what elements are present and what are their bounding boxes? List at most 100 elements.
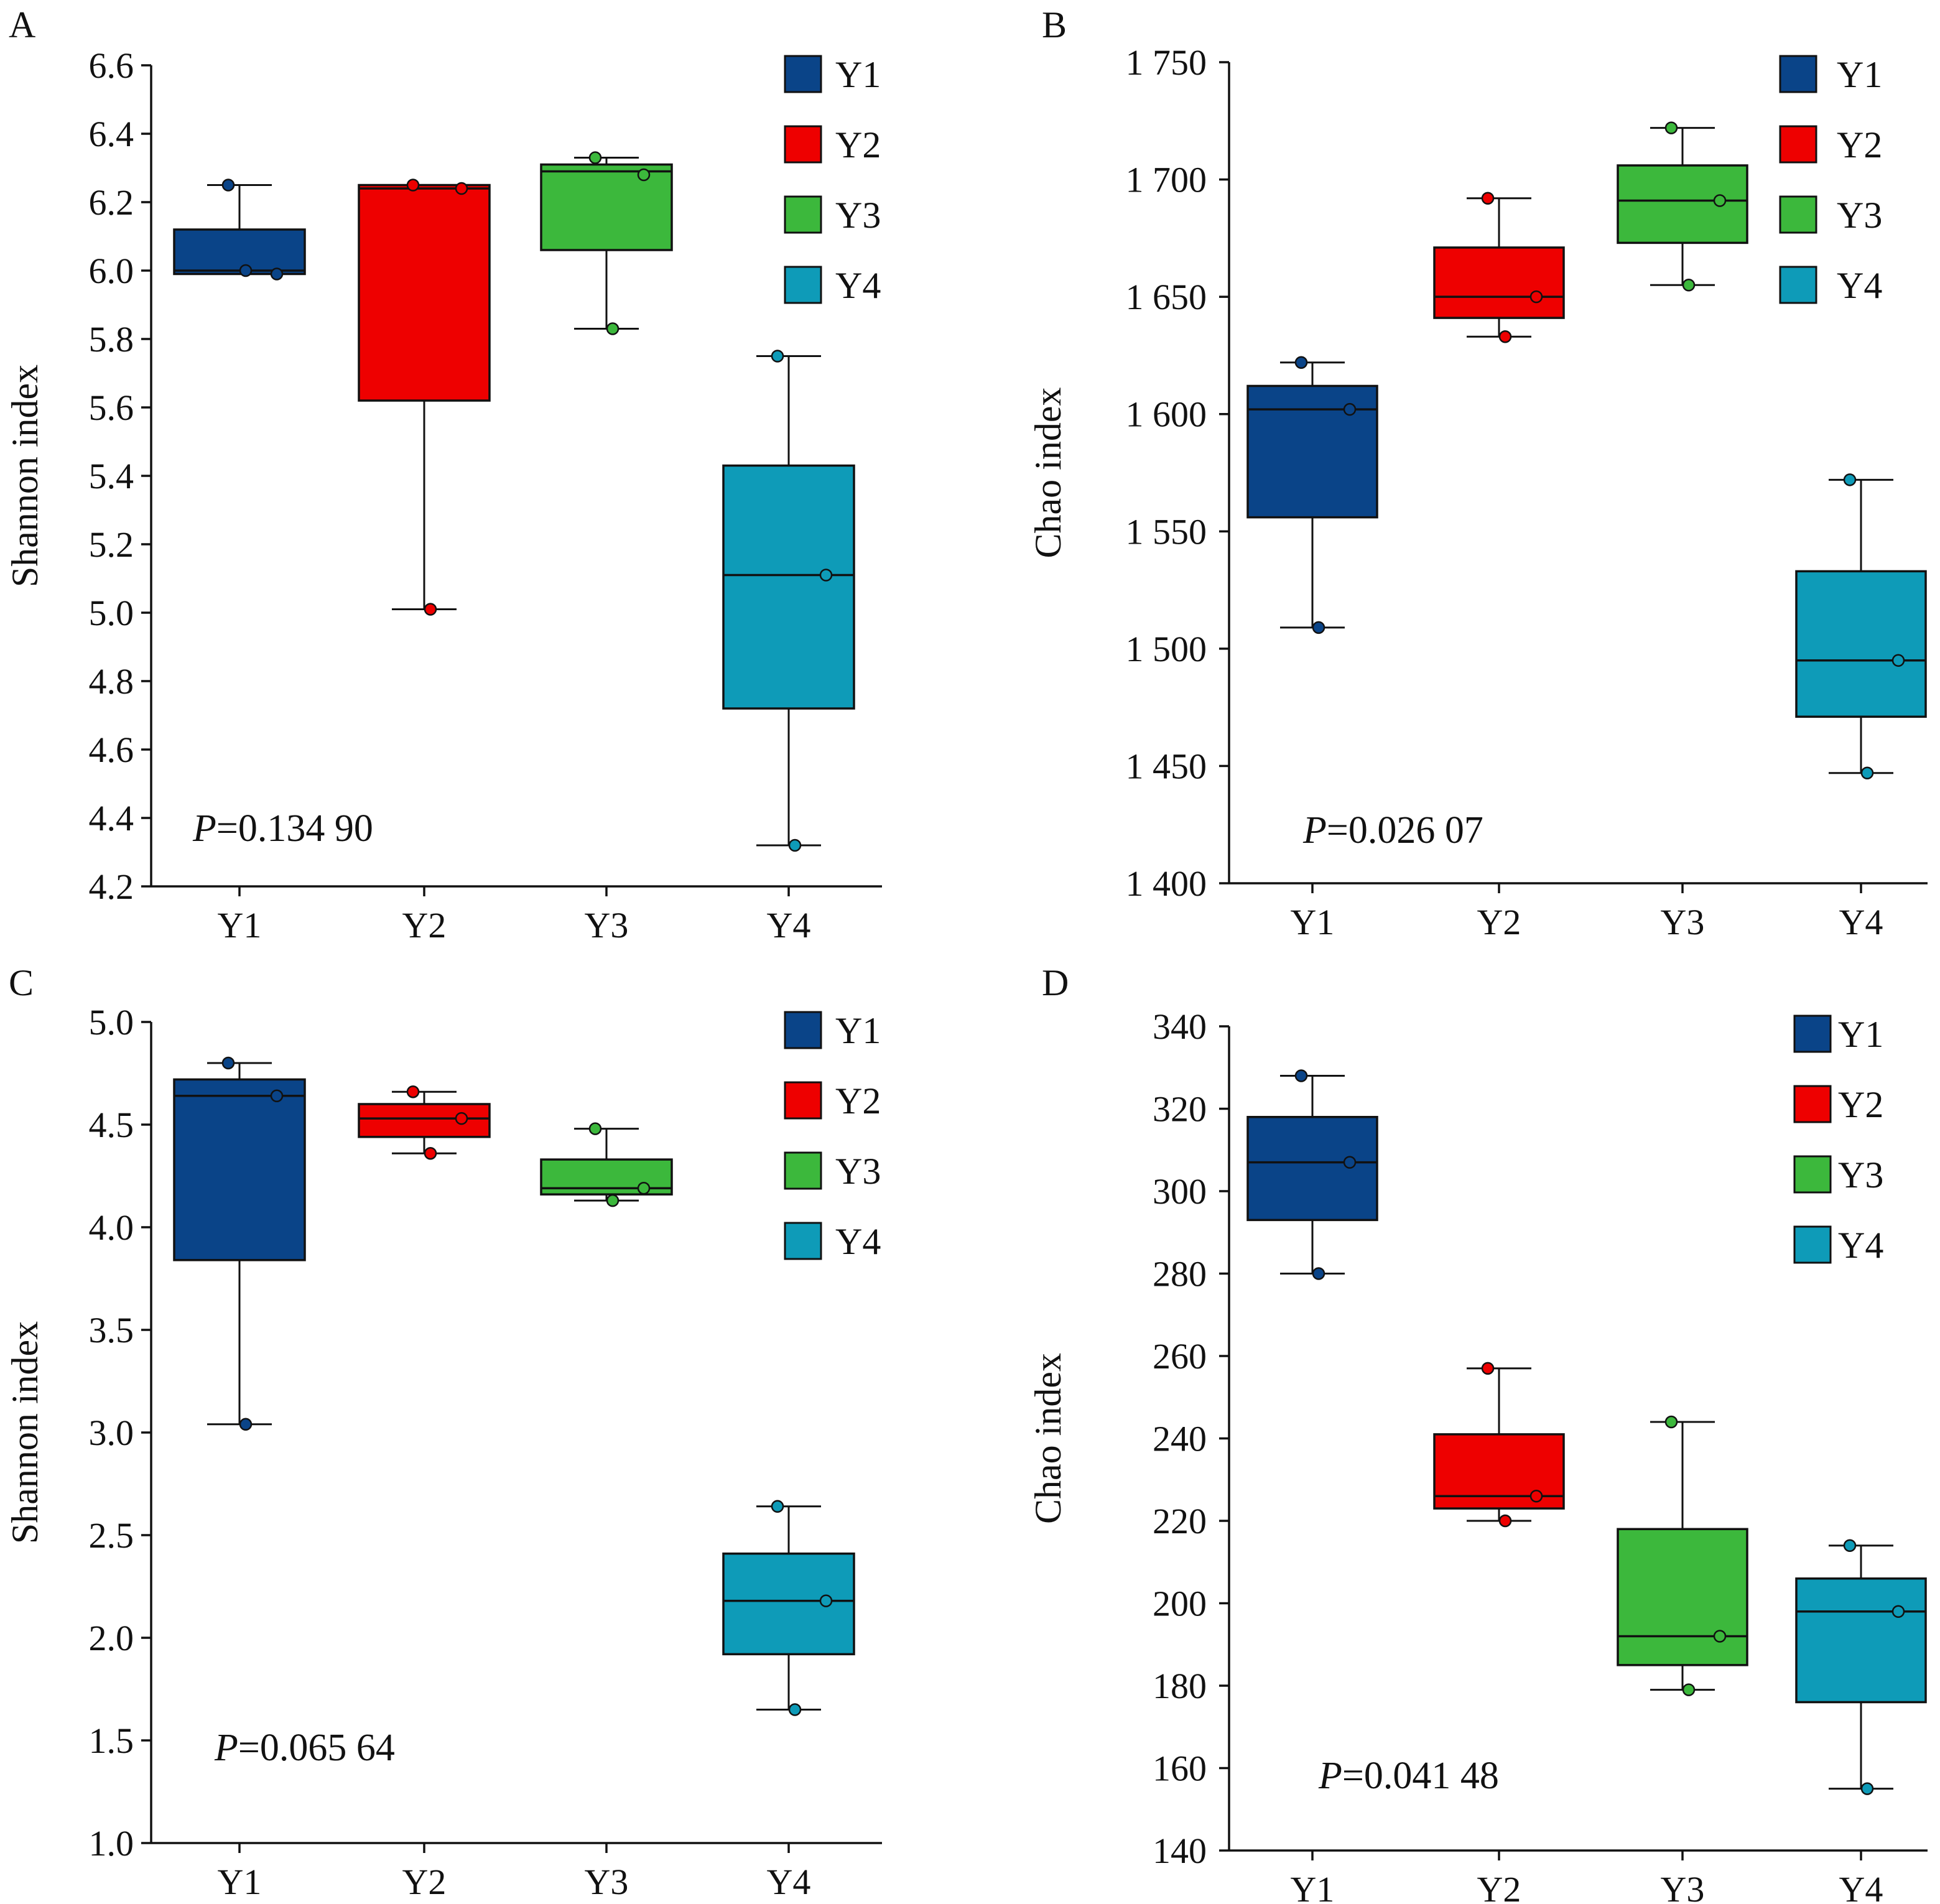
data-point xyxy=(788,1703,802,1716)
y-tick-label: 320 xyxy=(1153,1089,1207,1130)
data-point xyxy=(1529,290,1543,304)
p-value-prefix: P xyxy=(214,1727,238,1769)
legend-label: Y2 xyxy=(1837,124,1882,165)
legend-label: Y2 xyxy=(835,124,881,165)
p-value: P=0.026 07 xyxy=(1302,809,1483,852)
p-value: P=0.134 90 xyxy=(192,807,373,850)
box-y1 xyxy=(173,1056,306,1431)
box-body xyxy=(722,464,855,710)
y-tick-label: 4.8 xyxy=(89,661,134,702)
y-tick-label: 4.6 xyxy=(89,730,134,770)
legend-swatch xyxy=(784,125,822,164)
data-point xyxy=(1860,766,1874,779)
y-tick-label: 240 xyxy=(1153,1419,1207,1459)
y-axis-title: Chao index xyxy=(1028,388,1069,559)
legend-label: Y3 xyxy=(1838,1154,1883,1196)
legend-swatch xyxy=(784,1081,822,1120)
box-body xyxy=(1433,246,1565,319)
data-point xyxy=(1529,1490,1543,1503)
data-point xyxy=(221,179,235,192)
data-point xyxy=(424,603,437,616)
legend: Y1 Y2 Y3 Y4 xyxy=(784,54,881,306)
data-point xyxy=(819,569,833,582)
box-body xyxy=(358,1103,491,1138)
x-tick-label: Y3 xyxy=(585,905,629,945)
data-point xyxy=(1312,621,1325,634)
y-tick-label: 4.4 xyxy=(89,798,134,838)
data-point xyxy=(455,182,468,195)
data-point xyxy=(1343,402,1357,416)
legend: Y1 Y2 Y3 Y4 xyxy=(1793,1014,1883,1266)
y-tick-label: 5.6 xyxy=(89,388,134,428)
x-tick-label: Y4 xyxy=(1839,902,1883,942)
data-point xyxy=(1294,356,1308,369)
legend-label: Y1 xyxy=(835,1010,881,1051)
y-tick-label: 200 xyxy=(1153,1584,1207,1624)
box-y3 xyxy=(1617,1415,1748,1696)
y-tick-label: 300 xyxy=(1153,1171,1207,1212)
x-tick-label: Y4 xyxy=(767,905,811,945)
legend-swatch xyxy=(784,266,822,304)
data-point xyxy=(637,1182,651,1195)
legend: Y1 Y2 Y3 Y4 xyxy=(1779,54,1882,306)
x-tick-label: Y1 xyxy=(1291,902,1335,942)
y-tick-label: 4.5 xyxy=(89,1105,134,1145)
data-point xyxy=(1843,473,1857,486)
y-tick-label: 2.0 xyxy=(89,1618,134,1658)
data-point xyxy=(588,1122,602,1135)
p-value: P=0.065 64 xyxy=(214,1727,395,1769)
box-body xyxy=(358,183,491,402)
p-value-number: =0.134 90 xyxy=(216,807,373,850)
data-point xyxy=(771,350,784,363)
data-point xyxy=(1682,1683,1696,1696)
data-point xyxy=(588,151,602,164)
legend-label: Y2 xyxy=(1838,1084,1883,1125)
data-point xyxy=(1860,1782,1874,1795)
y-tick-label: 6.2 xyxy=(89,182,134,223)
box-y3 xyxy=(540,151,673,335)
legend-swatch xyxy=(1793,1155,1832,1194)
y-tick-label: 1.0 xyxy=(89,1823,134,1864)
box-y2 xyxy=(1433,1362,1565,1528)
y-tick-label: 5.0 xyxy=(89,593,134,633)
data-point xyxy=(406,179,420,192)
data-point xyxy=(270,1089,284,1103)
data-point xyxy=(406,1085,420,1098)
y-tick-label: 280 xyxy=(1153,1254,1207,1294)
y-tick-label: 4.0 xyxy=(89,1207,134,1248)
panel-letter: A xyxy=(9,4,35,45)
legend-swatch xyxy=(1793,1015,1832,1053)
data-point xyxy=(270,267,284,281)
p-value-prefix: P xyxy=(192,807,216,850)
box-y1 xyxy=(173,179,306,281)
box-body xyxy=(540,163,673,251)
data-point xyxy=(1664,121,1678,134)
x-tick-label: Y2 xyxy=(402,905,447,945)
box-body xyxy=(1795,570,1927,718)
legend-label: Y4 xyxy=(1838,1225,1883,1266)
legend-label: Y4 xyxy=(1837,265,1882,306)
y-tick-label: 5.8 xyxy=(89,319,134,360)
p-value-prefix: P xyxy=(1302,809,1327,852)
legend-label: Y4 xyxy=(835,1221,881,1262)
y-tick-label: 180 xyxy=(1153,1666,1207,1706)
data-point xyxy=(1843,1539,1857,1552)
x-tick-label: Y2 xyxy=(1477,902,1521,942)
data-point xyxy=(424,1146,437,1160)
data-point xyxy=(221,1056,235,1070)
box-y2 xyxy=(1433,192,1565,343)
legend-label: Y3 xyxy=(1837,195,1882,236)
data-point xyxy=(1343,1156,1357,1169)
legend-swatch xyxy=(1779,266,1817,304)
box-y4 xyxy=(722,1500,855,1716)
y-tick-label: 140 xyxy=(1153,1831,1207,1871)
data-point xyxy=(1294,1069,1308,1082)
data-point xyxy=(819,1594,833,1607)
legend-label: Y1 xyxy=(1838,1014,1883,1055)
y-tick-label: 1 500 xyxy=(1126,629,1207,669)
box-y4 xyxy=(722,350,855,852)
x-tick-label: Y1 xyxy=(218,905,262,945)
legend-label: Y3 xyxy=(835,195,881,236)
x-tick-label: Y1 xyxy=(1291,1869,1335,1904)
